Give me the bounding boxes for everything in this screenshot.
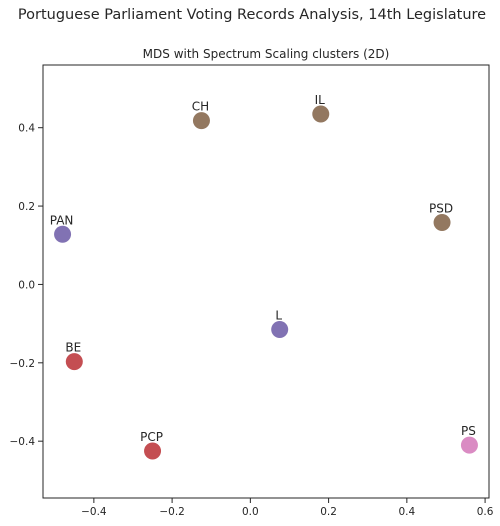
y-tick-label: −0.2: [10, 358, 36, 370]
chart-title: MDS with Spectrum Scaling clusters (2D): [143, 47, 390, 61]
point-label-il: IL: [315, 93, 326, 107]
point-il: [312, 105, 330, 123]
x-tick-label: 0.6: [477, 506, 494, 518]
y-tick-label: 0.0: [18, 279, 35, 291]
point-label-pcp: PCP: [140, 430, 163, 444]
plot-area-frame: [42, 64, 490, 499]
point-label-be: BE: [65, 341, 81, 355]
point-label-ps: PS: [461, 424, 476, 438]
axis-ticks: −0.4 −0.2 0.0 0.2 0.4 0.6 −0.4 −0.2 0.0 0.2 0.4: [10, 123, 494, 518]
y-tick-label: 0.4: [18, 123, 35, 135]
point-label-ch: CH: [192, 100, 209, 114]
y-tick-label: 0.2: [18, 201, 35, 213]
data-points: [54, 105, 478, 460]
point-label-l: L: [275, 309, 282, 323]
x-tick-label: −0.2: [159, 506, 185, 518]
chart-suptitle: Portuguese Parliament Voting Records Ana…: [18, 7, 486, 23]
point-l: [271, 321, 289, 339]
point-labels: CH IL PSD PAN L BE PCP PS: [50, 93, 476, 444]
point-psd: [433, 214, 451, 232]
x-tick-label: 0.0: [242, 506, 259, 518]
x-tick-label: 0.2: [320, 506, 337, 518]
point-be: [65, 353, 83, 371]
point-label-psd: PSD: [429, 202, 453, 216]
x-tick-label: 0.4: [398, 506, 415, 518]
x-tick-label: −0.4: [81, 506, 107, 518]
point-pan: [54, 225, 72, 243]
y-tick-label: −0.4: [10, 436, 36, 448]
point-ch: [192, 112, 210, 130]
point-label-pan: PAN: [50, 213, 74, 227]
point-ps: [460, 436, 478, 454]
point-pcp: [144, 442, 162, 460]
